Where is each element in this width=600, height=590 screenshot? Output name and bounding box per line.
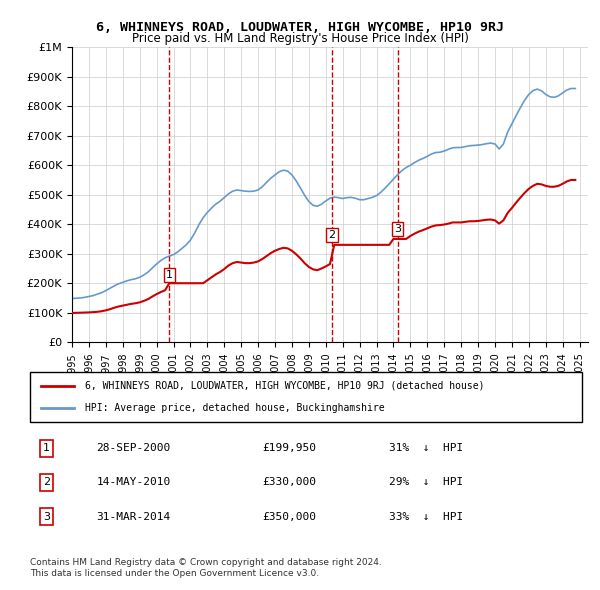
Text: £199,950: £199,950: [262, 444, 316, 453]
Text: 28-SEP-2000: 28-SEP-2000: [96, 444, 170, 453]
Text: HPI: Average price, detached house, Buckinghamshire: HPI: Average price, detached house, Buck…: [85, 403, 385, 413]
Text: 31%  ↓  HPI: 31% ↓ HPI: [389, 444, 463, 453]
Text: Contains HM Land Registry data © Crown copyright and database right 2024.: Contains HM Land Registry data © Crown c…: [30, 558, 382, 566]
Text: £350,000: £350,000: [262, 512, 316, 522]
Text: 6, WHINNEYS ROAD, LOUDWATER, HIGH WYCOMBE, HP10 9RJ (detached house): 6, WHINNEYS ROAD, LOUDWATER, HIGH WYCOMB…: [85, 381, 485, 391]
Text: 3: 3: [43, 512, 50, 522]
Text: 1: 1: [43, 444, 50, 453]
Text: 6, WHINNEYS ROAD, LOUDWATER, HIGH WYCOMBE, HP10 9RJ: 6, WHINNEYS ROAD, LOUDWATER, HIGH WYCOMB…: [96, 21, 504, 34]
Text: 31-MAR-2014: 31-MAR-2014: [96, 512, 170, 522]
Text: Price paid vs. HM Land Registry's House Price Index (HPI): Price paid vs. HM Land Registry's House …: [131, 32, 469, 45]
Text: 3: 3: [394, 224, 401, 234]
Text: 14-MAY-2010: 14-MAY-2010: [96, 477, 170, 487]
Text: This data is licensed under the Open Government Licence v3.0.: This data is licensed under the Open Gov…: [30, 569, 319, 578]
Text: 2: 2: [328, 230, 335, 240]
Text: 33%  ↓  HPI: 33% ↓ HPI: [389, 512, 463, 522]
Text: 29%  ↓  HPI: 29% ↓ HPI: [389, 477, 463, 487]
FancyBboxPatch shape: [30, 372, 582, 422]
Text: 2: 2: [43, 477, 50, 487]
Text: £330,000: £330,000: [262, 477, 316, 487]
Text: 1: 1: [166, 270, 173, 280]
